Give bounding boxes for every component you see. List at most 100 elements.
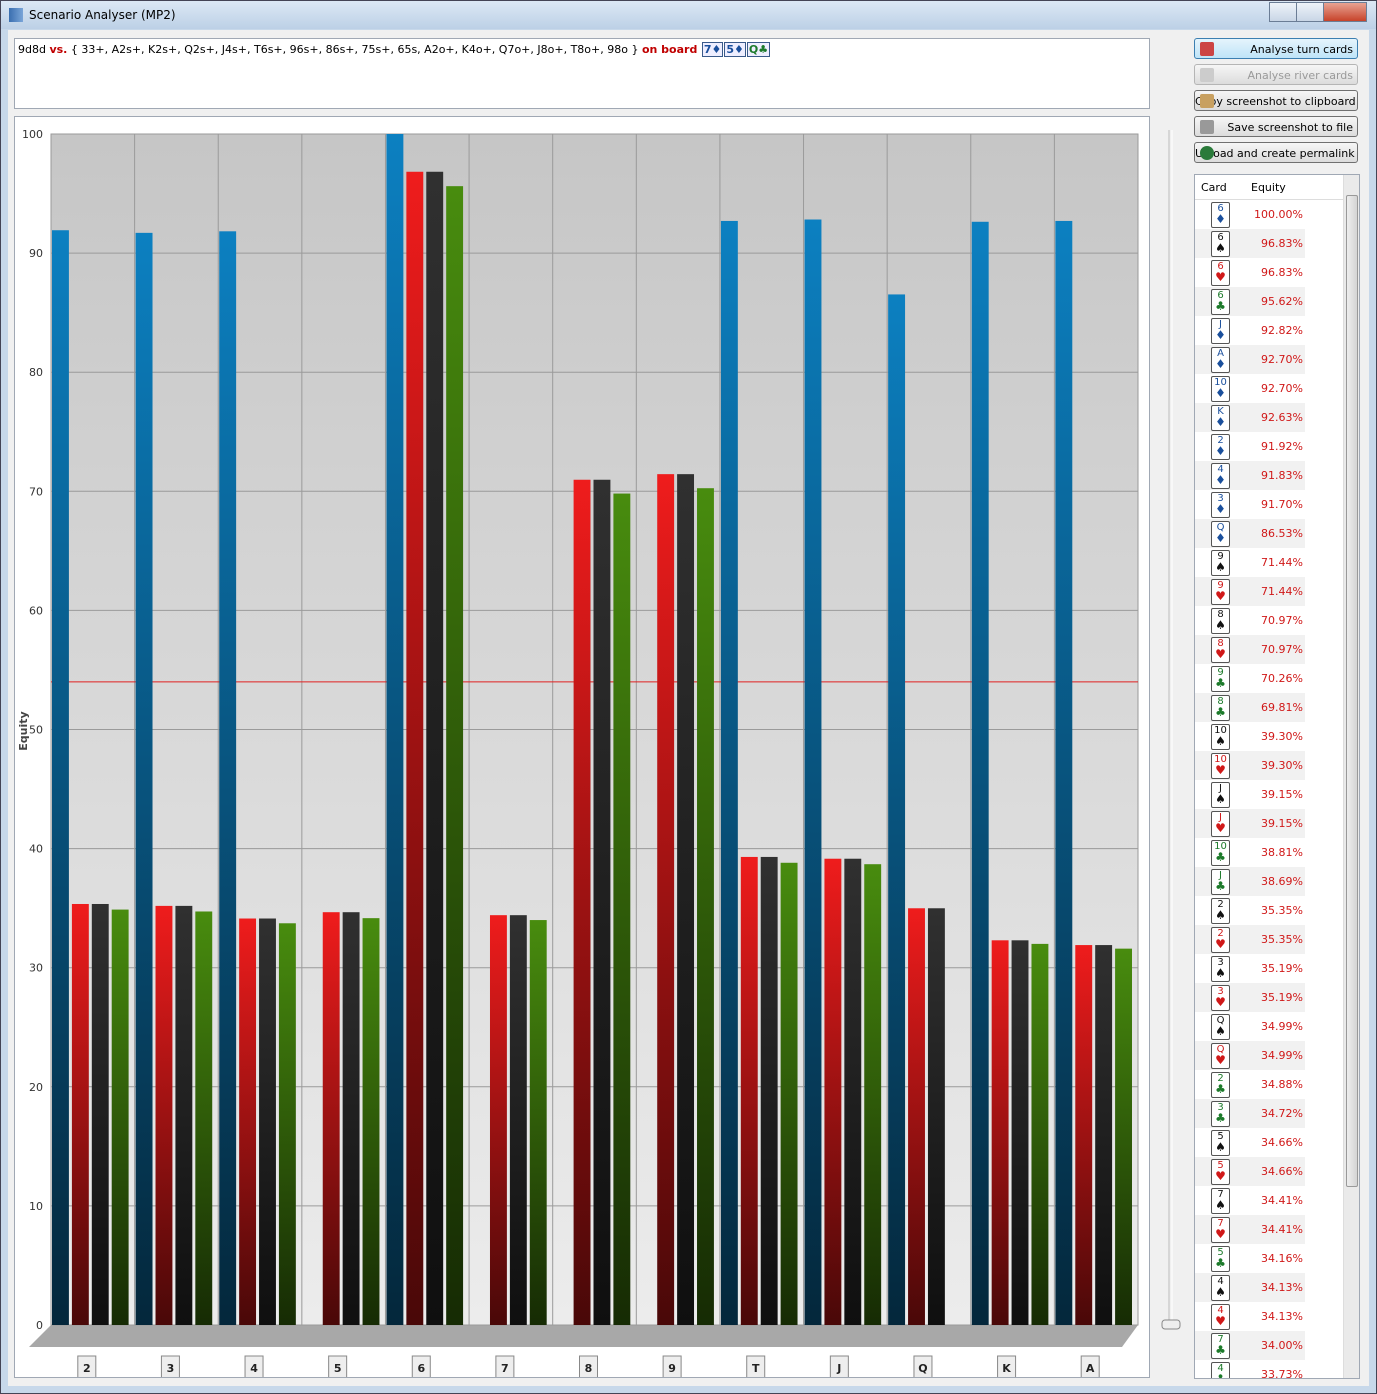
table-row[interactable]: 7 ♣ 34.00% [1195, 1331, 1305, 1360]
column-header[interactable]: Card [1201, 181, 1227, 194]
analyse-turn-button[interactable]: Analyse turn cards [1194, 38, 1358, 59]
equity: 69.81% [1261, 701, 1303, 714]
table-row[interactable]: 10 ♦ 92.70% [1195, 374, 1305, 403]
table-row[interactable]: Q ♦ 86.53% [1195, 519, 1305, 548]
equity: 96.83% [1261, 266, 1303, 279]
table-row[interactable]: 3 ♣ 34.72% [1195, 1099, 1305, 1128]
card: 10 ♥ [1211, 753, 1230, 779]
table-row[interactable]: Q ♥ 34.99% [1195, 1041, 1305, 1070]
table-row[interactable]: 8 ♠ 70.97% [1195, 606, 1305, 635]
card-suit: ♠ [1215, 734, 1226, 748]
table-row[interactable]: J ♠ 39.15% [1195, 780, 1305, 809]
equity: 35.35% [1261, 933, 1303, 946]
scroll-thumb[interactable] [1346, 195, 1358, 1187]
table-row[interactable]: 9 ♥ 71.44% [1195, 577, 1305, 606]
table-row[interactable]: 8 ♣ 69.81% [1195, 693, 1305, 722]
table-row[interactable]: 6 ♠ 96.83% [1195, 229, 1305, 258]
card-rank: 9 [1217, 667, 1224, 678]
table-row[interactable]: 3 ♥ 35.19% [1195, 983, 1305, 1012]
bar [697, 488, 714, 1326]
table-row[interactable]: 7 ♥ 34.41% [1195, 1215, 1305, 1244]
table-row[interactable]: 3 ♠ 35.19% [1195, 954, 1305, 983]
table-row[interactable]: 2 ♥ 35.35% [1195, 925, 1305, 954]
y-tick-label: 100 [22, 128, 43, 141]
table-row[interactable]: J ♥ 39.15% [1195, 809, 1305, 838]
card-suit: ♦ [1215, 212, 1226, 226]
table-row[interactable]: 4 ♠ 34.13% [1195, 1273, 1305, 1302]
table-row[interactable]: 10 ♣ 38.81% [1195, 838, 1305, 867]
card-suit: ♣ [1215, 676, 1226, 690]
table-row[interactable]: 5 ♠ 34.66% [1195, 1128, 1305, 1157]
copy-screenshot-button[interactable]: Copy screenshot to clipboard [1194, 90, 1358, 111]
card: 6 ♥ [1211, 260, 1230, 286]
table-row[interactable]: 6 ♣ 95.62% [1195, 287, 1305, 316]
table-row[interactable]: 6 ♥ 96.83% [1195, 258, 1305, 287]
card-suit: ♣ [1215, 1082, 1226, 1096]
table-row[interactable]: 2 ♦ 91.92% [1195, 432, 1305, 461]
column-header[interactable]: Equity [1251, 181, 1286, 194]
table-row[interactable]: K ♦ 92.63% [1195, 403, 1305, 432]
table-row[interactable]: 5 ♥ 34.66% [1195, 1157, 1305, 1186]
scenario-box: 9d8d vs. { 33+, A2s+, K2s+, Q2s+, J4s+, … [14, 38, 1150, 109]
bar [71, 903, 89, 1325]
minimize-button[interactable] [1269, 2, 1297, 22]
scrollbar[interactable] [1343, 175, 1359, 1378]
equity: 33.73% [1261, 1368, 1303, 1379]
y-tick-label: 0 [36, 1319, 43, 1332]
x-tick-label: 4 [250, 1362, 258, 1375]
table-row[interactable]: 2 ♣ 34.88% [1195, 1070, 1305, 1099]
table-row[interactable]: 2 ♠ 35.35% [1195, 896, 1305, 925]
table-row[interactable]: 4 ♣ 33.73% [1195, 1360, 1305, 1379]
table-row[interactable]: 10 ♠ 39.30% [1195, 722, 1305, 751]
card: 7 ♠ [1211, 1188, 1230, 1214]
equity: 34.16% [1261, 1252, 1303, 1265]
save-screenshot-button[interactable]: Save screenshot to file [1194, 116, 1358, 137]
x-tick-label: 3 [167, 1362, 175, 1375]
y-tick-label: 30 [29, 962, 43, 975]
table-row[interactable]: Q ♠ 34.99% [1195, 1012, 1305, 1041]
table-row[interactable]: 3 ♦ 91.70% [1195, 490, 1305, 519]
card-suit: ♥ [1215, 647, 1226, 661]
table-row[interactable]: 6 ♦ 100.00% [1195, 200, 1305, 229]
card-suit: ♦ [734, 43, 744, 56]
table-row[interactable]: 9 ♣ 70.26% [1195, 664, 1305, 693]
bar [111, 909, 129, 1325]
zoom-slider[interactable] [1158, 125, 1188, 1340]
x-tick-label: J [836, 1362, 841, 1375]
card-rank: 7 [1217, 1334, 1224, 1345]
y-tick-label: 90 [29, 247, 43, 260]
bar [888, 294, 906, 1325]
card-suit: ♥ [1215, 1227, 1226, 1241]
table-row[interactable]: 4 ♦ 91.83% [1195, 461, 1305, 490]
card-suit: ♦ [1215, 473, 1226, 487]
close-button[interactable] [1323, 2, 1367, 22]
table-row[interactable]: J ♣ 38.69% [1195, 867, 1305, 896]
chart: Equity 0 10 20 30 40 50 60 70 80 90 100 2 3 4 5 6 7 8 9 T J Q… [17, 128, 1139, 1379]
card-rank: 6 [1217, 203, 1224, 214]
bar [278, 923, 296, 1325]
bar [259, 918, 276, 1325]
table-row[interactable]: J ♦ 92.82% [1195, 316, 1305, 345]
table-row[interactable]: 8 ♥ 70.97% [1195, 635, 1305, 664]
bar [322, 912, 340, 1325]
table-row[interactable]: 5 ♣ 34.16% [1195, 1244, 1305, 1273]
maximize-button[interactable] [1296, 2, 1324, 22]
card-rank: 10 [1214, 841, 1227, 852]
y-tick-label: 20 [29, 1081, 43, 1094]
bar [657, 474, 675, 1325]
card-rank: 3 [1217, 957, 1224, 968]
bar [1011, 940, 1029, 1325]
table-row[interactable]: 9 ♠ 71.44% [1195, 548, 1305, 577]
table-row[interactable]: 4 ♥ 34.13% [1195, 1302, 1305, 1331]
card-suit: ♠ [1215, 1140, 1226, 1154]
equity: 91.92% [1261, 440, 1303, 453]
bar [446, 186, 464, 1326]
equity: 34.66% [1261, 1136, 1303, 1149]
bar [864, 864, 882, 1325]
table-row[interactable]: 10 ♥ 39.30% [1195, 751, 1305, 780]
upload-permalink-button[interactable]: Upload and create permalink [1194, 142, 1358, 163]
table-row[interactable]: 7 ♠ 34.41% [1195, 1186, 1305, 1215]
card-suit: ♣ [1215, 1372, 1226, 1379]
equity: 92.82% [1261, 324, 1303, 337]
table-row[interactable]: A ♦ 92.70% [1195, 345, 1305, 374]
